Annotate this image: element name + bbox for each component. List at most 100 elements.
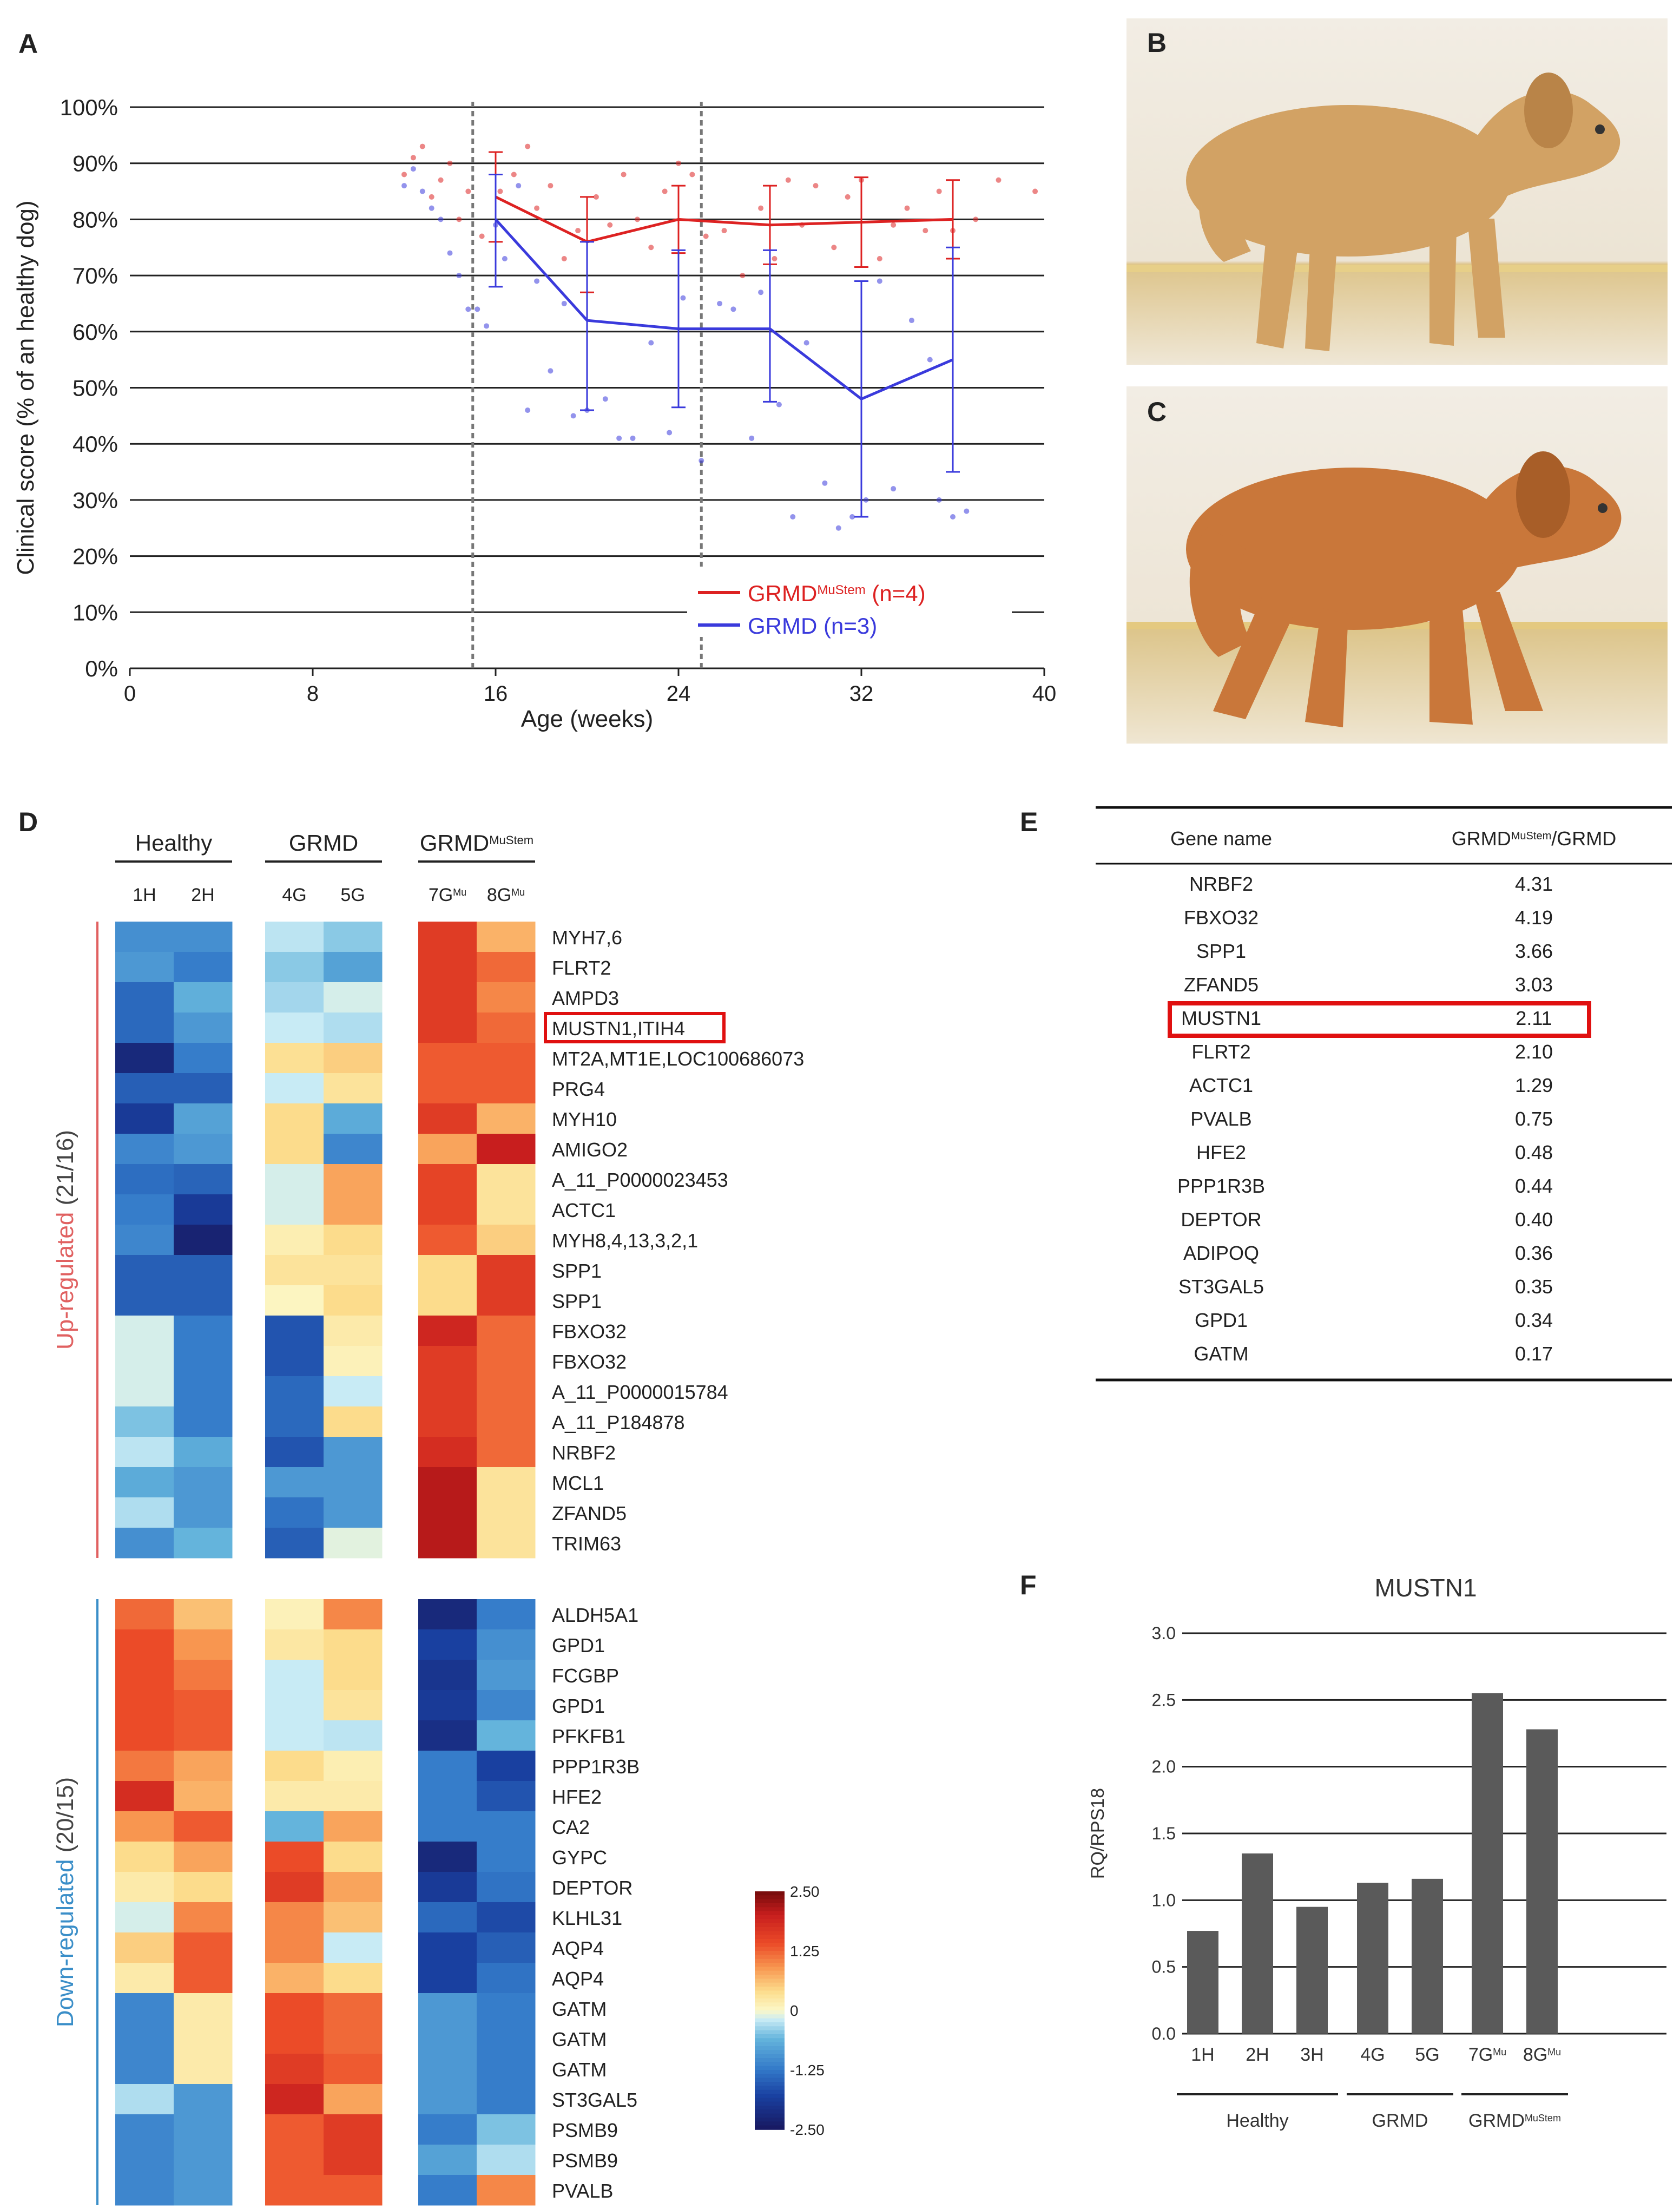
table-cell-gene: GPD1	[1195, 1309, 1248, 1331]
heatmap-cell	[115, 1376, 174, 1407]
heatmap-column-label: 8GMu	[487, 885, 525, 905]
heatmap-cell	[115, 1437, 174, 1468]
heatmap-cell	[174, 1225, 233, 1255]
scatter-point	[717, 300, 723, 306]
chart-title: MUSTN1	[1374, 1574, 1477, 1602]
scatter-point	[904, 205, 910, 211]
x-tick-label: 7GMu	[1468, 2044, 1506, 2065]
scatter-point	[456, 273, 462, 279]
heatmap-cell	[174, 1255, 233, 1286]
heatmap-cell	[174, 1751, 233, 1781]
heatmap-cell	[477, 1599, 536, 1630]
heatmap-cell	[324, 922, 383, 952]
scatter-point	[456, 216, 462, 222]
scatter-point	[447, 160, 453, 166]
heatmap-cell	[174, 1164, 233, 1195]
table-cell-gene: MUSTN1	[1181, 1007, 1261, 1029]
y-tick-label: 0.0	[1152, 2024, 1176, 2043]
gene-row-label: ALDH5A1	[552, 1604, 638, 1626]
colorbar-segment	[755, 1987, 785, 1991]
colorbar-segment	[755, 2018, 785, 2023]
heatmap-cell	[115, 1255, 174, 1286]
scatter-point	[699, 458, 704, 464]
heatmap-cell	[115, 1902, 174, 1933]
scatter-point	[438, 216, 444, 222]
heatmap-cell	[418, 1963, 477, 1994]
y-tick-label: 0.5	[1152, 1957, 1176, 1977]
scatter-point	[621, 172, 627, 177]
table-cell-gene: HFE2	[1196, 1141, 1246, 1163]
gene-row-label: KLHL31	[552, 1907, 622, 1929]
colorbar-segment	[755, 1963, 785, 1968]
x-tick-label: 3H	[1300, 2044, 1323, 2065]
y-axis-label: RQ/RPS18	[1088, 1788, 1108, 1879]
gene-row-label: GPD1	[552, 1634, 605, 1656]
heatmap-cell	[174, 1013, 233, 1043]
heatmap-cell	[265, 1406, 324, 1437]
heatmap-cell	[477, 1164, 536, 1195]
colorbar-segment	[755, 2094, 785, 2099]
colorbar-segment	[755, 1895, 785, 1900]
colorbar-segment	[755, 2058, 785, 2063]
colorbar-segment	[755, 1903, 785, 1908]
scatter-point	[602, 396, 608, 402]
heatmap-cell	[174, 1437, 233, 1468]
heatmap-cell	[324, 1316, 383, 1346]
heatmap-cell	[265, 1376, 324, 1407]
table-cell-ratio: 0.75	[1515, 1108, 1553, 1130]
heatmap-cell	[174, 982, 233, 1013]
heatmap-cell	[477, 2145, 536, 2175]
heatmap-cell	[115, 1013, 174, 1043]
heatmap-column-label: 4G	[282, 885, 306, 905]
series-line	[495, 218, 953, 401]
heatmap-cell	[265, 1811, 324, 1842]
table-cell-ratio: 0.35	[1515, 1276, 1553, 1298]
x-tick-label: 32	[849, 682, 874, 706]
heatmap-cell	[115, 1467, 174, 1498]
scatter-point	[419, 188, 425, 194]
bar	[1187, 1931, 1218, 2034]
heatmap-cell	[324, 952, 383, 983]
y-tick-label: 1.5	[1152, 1824, 1176, 1843]
heatmap-cell	[324, 1751, 383, 1781]
colorbar-segment	[755, 2118, 785, 2122]
panel-label-c: C	[1147, 397, 1167, 427]
heatmap-cell	[418, 1255, 477, 1286]
heatmap-cell	[265, 2145, 324, 2175]
heatmap-cell	[477, 1043, 536, 1074]
gene-row-label: A_11_P0000023453	[552, 1169, 728, 1191]
heatmap-cell	[477, 1406, 536, 1437]
heatmap-cell	[174, 1346, 233, 1377]
heatmap-cell	[265, 1781, 324, 1812]
heatmap-cell	[418, 1467, 477, 1498]
heatmap-cell	[477, 1437, 536, 1468]
scatter-point	[740, 273, 746, 279]
bar	[1357, 1883, 1388, 2034]
heatmap-cell	[115, 1781, 174, 1812]
gene-row-label: MYH7,6	[552, 926, 622, 949]
table-cell-ratio: 0.34	[1515, 1309, 1553, 1331]
y-tick-label: 60%	[73, 319, 118, 345]
heatmap-cell	[265, 1690, 324, 1721]
heatmap-cell	[265, 1842, 324, 1872]
heatmap-cell	[324, 1497, 383, 1528]
scatter-point	[689, 172, 695, 177]
scatter-point	[525, 143, 531, 149]
scatter-point	[776, 402, 782, 407]
y-axis-label: Clinical score (% of an healthy dog)	[12, 200, 39, 575]
bar	[1296, 1906, 1328, 2034]
heatmap-cell	[115, 1316, 174, 1346]
heatmap-cell	[324, 1993, 383, 2024]
scatter-point	[667, 430, 673, 436]
colorbar-segment	[755, 1951, 785, 1956]
heatmap-cell	[324, 1225, 383, 1255]
heatmap-cell	[418, 952, 477, 983]
scatter-point	[936, 188, 942, 194]
heatmap-cell	[265, 1043, 324, 1074]
heatmap-cell	[174, 1497, 233, 1528]
heatmap-cell	[265, 982, 324, 1013]
table-cell-ratio: 4.19	[1515, 906, 1553, 929]
colorbar-segment	[755, 2014, 785, 2019]
colorbar-tick-label: 2.50	[790, 1883, 820, 1900]
heatmap-cell	[174, 1103, 233, 1134]
